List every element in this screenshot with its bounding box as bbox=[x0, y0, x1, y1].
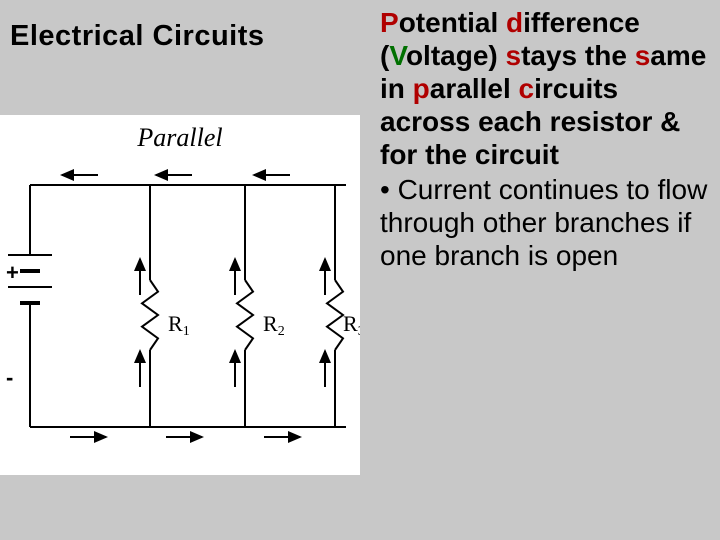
bullet-1: • Current continues to flow through othe… bbox=[380, 173, 710, 272]
battery-minus-label: - bbox=[6, 365, 13, 391]
lead-text: Potential difference (Voltage) stays the… bbox=[380, 7, 706, 170]
circuit-svg: R1 R2 R3 bbox=[0, 115, 360, 475]
svg-text:R1: R1 bbox=[168, 311, 190, 339]
svg-text:R3: R3 bbox=[343, 311, 360, 339]
svg-text:R2: R2 bbox=[263, 311, 285, 339]
slide: Electrical Circuits Parallel R1R2R3 + - … bbox=[0, 0, 720, 540]
page-title: Electrical Circuits bbox=[10, 20, 360, 53]
circuit-diagram: Parallel R1R2R3 bbox=[0, 115, 360, 475]
body-text: Potential difference (Voltage) stays the… bbox=[380, 6, 710, 272]
battery-plus-label: + bbox=[6, 260, 19, 286]
